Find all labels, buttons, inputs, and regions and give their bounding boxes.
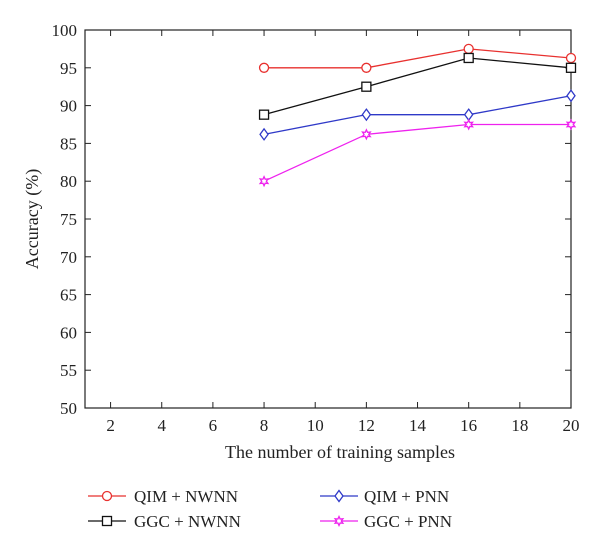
legend-marker xyxy=(101,515,113,527)
legend-label: GGC + PNN xyxy=(364,512,452,531)
data-point xyxy=(361,108,372,122)
data-point xyxy=(258,109,270,120)
y-tick-label: 70 xyxy=(60,248,77,267)
axis-ticks: 2 4 6 8 10 12 14 16 18 20 50 55 60 65 70 75 80 85 90 95 100 xyxy=(52,21,580,435)
x-tick-label: 20 xyxy=(563,416,580,435)
x-tick-label: 8 xyxy=(260,416,269,435)
y-tick-label: 50 xyxy=(60,399,77,418)
x-tick-label: 14 xyxy=(409,416,427,435)
x-tick-label: 12 xyxy=(358,416,375,435)
data-point xyxy=(259,127,269,141)
y-tick-label: 55 xyxy=(60,361,77,380)
data-point xyxy=(361,62,372,73)
series-line xyxy=(263,123,571,182)
data-point xyxy=(361,128,372,141)
data-point xyxy=(463,52,474,64)
x-tick-label: 18 xyxy=(511,416,528,435)
plot-frame xyxy=(84,29,572,409)
x-tick-label: 16 xyxy=(460,416,477,435)
data-point xyxy=(258,175,270,188)
data-point xyxy=(565,62,577,73)
y-tick-label: 100 xyxy=(52,21,78,40)
data-point xyxy=(565,118,577,131)
x-tick-label: 4 xyxy=(157,416,166,435)
series-line xyxy=(264,48,572,69)
y-tick-label: 75 xyxy=(60,210,77,229)
legend-label: QIM + NWNN xyxy=(134,487,238,506)
y-tick-label: 60 xyxy=(60,323,77,342)
data-point xyxy=(463,118,474,131)
data-point xyxy=(258,62,270,73)
x-axis-title: The number of training samples xyxy=(225,442,455,462)
legend-marker xyxy=(333,514,345,528)
data-point xyxy=(361,81,372,92)
x-tick-label: 2 xyxy=(106,416,115,435)
data-point xyxy=(566,89,576,103)
y-tick-label: 65 xyxy=(60,286,77,305)
legend-marker xyxy=(334,489,344,503)
data-point xyxy=(565,52,577,64)
data-point xyxy=(463,43,474,55)
series-line xyxy=(263,95,572,135)
series-line xyxy=(263,57,572,116)
legend-marker xyxy=(101,490,113,502)
series-layer xyxy=(258,43,577,188)
y-axis-title: Accuracy (%) xyxy=(22,169,43,269)
x-tick-label: 10 xyxy=(307,416,324,435)
y-tick-label: 95 xyxy=(60,59,77,78)
legend: QIM + NWNN GGC + NWNN QIM + PNN GGC + PNN xyxy=(88,487,452,531)
y-tick-label: 90 xyxy=(60,97,77,116)
x-tick-label: 6 xyxy=(209,416,218,435)
legend-label: QIM + PNN xyxy=(364,487,449,506)
legend-label: GGC + NWNN xyxy=(134,512,241,531)
y-tick-label: 80 xyxy=(60,172,77,191)
y-tick-label: 85 xyxy=(60,134,77,153)
